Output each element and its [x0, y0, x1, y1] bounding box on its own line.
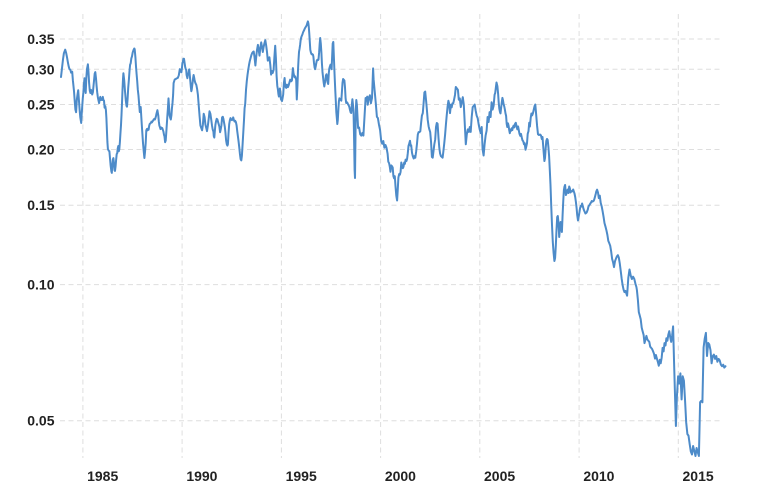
- svg-text:0.30: 0.30: [27, 61, 54, 77]
- svg-text:0.35: 0.35: [27, 31, 54, 47]
- svg-text:0.05: 0.05: [27, 413, 54, 429]
- svg-text:1990: 1990: [186, 468, 217, 484]
- svg-text:0.20: 0.20: [27, 142, 54, 158]
- svg-text:1995: 1995: [286, 468, 317, 484]
- svg-text:0.25: 0.25: [27, 97, 54, 113]
- svg-text:0.15: 0.15: [27, 197, 54, 213]
- svg-text:2010: 2010: [583, 468, 614, 484]
- svg-text:1985: 1985: [87, 468, 118, 484]
- svg-text:2015: 2015: [683, 468, 714, 484]
- svg-text:0.10: 0.10: [27, 277, 54, 293]
- svg-text:2000: 2000: [385, 468, 416, 484]
- svg-text:2005: 2005: [484, 468, 515, 484]
